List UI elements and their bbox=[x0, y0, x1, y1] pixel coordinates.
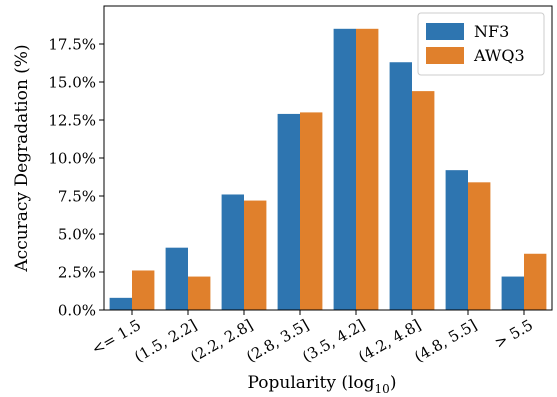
bar-nf3-7 bbox=[501, 276, 524, 310]
legend: NF3 AWQ3 bbox=[417, 12, 545, 76]
x-axis-ticks: <= 1.5(1.5, 2.2](2.2, 2.8](2.8, 3.5](3.5… bbox=[88, 310, 536, 366]
legend-swatch-awq3 bbox=[426, 47, 464, 64]
x-tick-label: (2.2, 2.8] bbox=[187, 316, 256, 366]
x-tick-label: (3.5, 4.2] bbox=[299, 316, 368, 366]
bar-nf3-3 bbox=[277, 113, 300, 310]
x-tick-label: (4.2, 4.8] bbox=[355, 316, 424, 366]
x-tick-label: (4.8, 5.5] bbox=[411, 316, 480, 366]
bar-nf3-4 bbox=[333, 28, 356, 311]
x-tick-label: (1.5, 2.2] bbox=[131, 316, 200, 366]
x-axis-label-main: Popularity (log bbox=[248, 373, 375, 393]
legend-label-nf3: NF3 bbox=[474, 22, 509, 41]
bar-awq3-4 bbox=[356, 28, 379, 311]
y-tick-label: 2.5% bbox=[58, 264, 96, 282]
y-tick-label: 17.5% bbox=[48, 36, 96, 54]
bar-nf3-0 bbox=[109, 297, 132, 310]
y-tick-label: 5.0% bbox=[58, 226, 96, 244]
y-axis-label: Accuracy Degradation (%) bbox=[12, 44, 32, 272]
x-axis-label: Popularity (log10) bbox=[248, 373, 397, 396]
y-tick-label: 12.5% bbox=[48, 112, 96, 130]
x-axis-label-suffix: ) bbox=[390, 373, 397, 393]
y-tick-label: 0.0% bbox=[58, 302, 96, 320]
x-tick-label: (2.8, 3.5] bbox=[243, 316, 312, 366]
bar-awq3-5 bbox=[412, 91, 435, 311]
y-axis-ticks: 0.0% 2.5% 5.0% 7.5% 10.0% 12.5% 15.0% 17.5% bbox=[48, 36, 104, 320]
y-tick-label: 7.5% bbox=[58, 188, 96, 206]
bar-awq3-7 bbox=[524, 253, 547, 310]
legend-label-awq3: AWQ3 bbox=[473, 46, 525, 65]
bar-nf3-1 bbox=[165, 247, 188, 310]
plot-frame bbox=[103, 5, 553, 311]
bars-group bbox=[109, 28, 547, 311]
bar-nf3-2 bbox=[221, 194, 244, 310]
y-tick-label: 10.0% bbox=[48, 150, 96, 168]
bar-nf3-5 bbox=[389, 62, 412, 310]
bar-awq3-6 bbox=[468, 182, 491, 310]
x-axis-label-subscript: 10 bbox=[375, 382, 390, 396]
bar-nf3-6 bbox=[445, 170, 468, 310]
bar-awq3-3 bbox=[300, 112, 323, 311]
x-tick-label: > 5.5 bbox=[491, 316, 536, 352]
bar-awq3-0 bbox=[132, 270, 155, 310]
bar-awq3-1 bbox=[188, 276, 211, 310]
y-tick-label: 15.0% bbox=[48, 74, 96, 92]
bar-awq3-2 bbox=[244, 200, 267, 310]
legend-swatch-nf3 bbox=[426, 23, 464, 40]
